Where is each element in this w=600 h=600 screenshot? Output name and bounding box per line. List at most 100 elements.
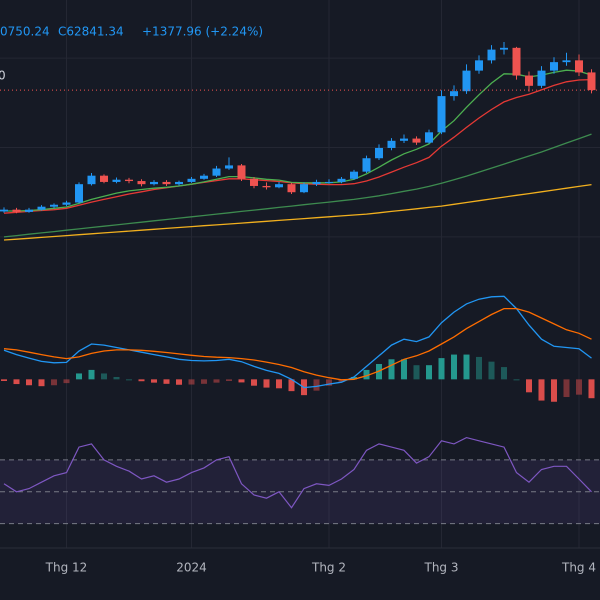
candle-body [25,209,33,212]
histogram-bar [388,359,395,380]
x-tick-label: Thg 3 [423,561,458,575]
histogram-bar [513,379,520,381]
histogram-bar [463,354,470,380]
histogram-bar [576,379,582,395]
x-tick-label: Thg 12 [45,561,88,575]
histogram-bar [488,361,495,380]
candle-body [300,184,308,193]
candle-body [337,178,346,182]
macd-line [3,307,592,381]
moving-average [3,78,592,214]
candle-body [537,70,546,86]
x-tick-label: Thg 4 [561,561,596,575]
candle-body [287,184,296,193]
histogram-bar [163,379,170,384]
candle-body [412,138,421,143]
candle-body [0,209,8,212]
candle-body [512,47,521,76]
candle-body [375,147,383,159]
histogram-bar [551,379,557,402]
histogram-bar [126,379,132,381]
histogram-bar [1,379,7,381]
candle-body [37,206,46,210]
histogram-bar [363,369,370,380]
histogram-bar [538,379,545,401]
histogram-bar [51,379,57,386]
histogram-bar [201,379,207,384]
candle-body [200,175,208,179]
histogram-bar [426,365,432,380]
histogram-bar [288,379,295,392]
candle-body [150,181,158,185]
histogram-bar [401,359,407,380]
histogram-bar [113,376,120,380]
candle-body [237,165,246,179]
candle-body [387,140,396,148]
candle-body [225,165,233,169]
histogram-bar [338,379,345,382]
histogram-bar [588,379,595,399]
histogram-bar [26,379,32,386]
candle-body [50,204,58,207]
histogram-bar [101,373,107,380]
candle-body [187,178,196,182]
histogram-bar [76,373,82,380]
candle-body [450,91,458,97]
candle-body [437,96,446,133]
candle-body [100,175,108,182]
histogram-bar [563,379,570,398]
candle-body [250,178,258,186]
candle-body [137,181,146,185]
candle-body [212,168,221,176]
candle-body [562,60,571,63]
histogram-bar [451,354,457,380]
candle-body [12,209,21,212]
moving-average [4,69,592,212]
histogram-bar [151,379,157,383]
candle-body [425,132,433,143]
candle-body [500,47,508,50]
candle-body [312,181,321,185]
candle-body [362,158,371,172]
candle-body [162,181,171,185]
candle-body [587,72,596,91]
ohlc-open: 0750.24 [0,25,50,39]
candle-body [575,60,583,73]
histogram-bar [238,379,245,383]
histogram-bar [438,358,445,380]
candle-body [462,70,471,92]
candle-body [275,184,283,188]
candle-body [62,202,71,205]
moving-average [3,183,592,241]
candle-body [325,181,333,183]
candle-body [475,60,483,71]
histogram-bar [326,379,332,386]
histogram-bar [263,379,270,388]
histogram-bar [38,379,45,387]
histogram-bar [188,379,195,385]
histogram-bar [501,367,507,380]
candle-body [525,75,533,86]
rsi-line [3,436,592,509]
candle-body [400,138,408,141]
candle-body [350,171,358,179]
histogram-bar [313,379,320,391]
ohlc-change: +1377.96 (+2.24%) [142,25,263,39]
candle-body [75,184,83,203]
histogram-bar [276,379,282,389]
histogram-bar [88,369,95,380]
histogram-bar [213,379,220,383]
histogram-bar [13,379,20,385]
histogram-bar [476,356,482,380]
macd-line [3,295,592,389]
candle-body [262,185,271,188]
moving-average [3,133,592,238]
x-tick-label: 2024 [176,561,207,575]
histogram-bar [351,376,357,380]
x-tick-label: Thg 2 [311,561,346,575]
ohlc-close: C62841.34 [58,25,124,39]
histogram-bar [226,379,232,381]
histogram-bar [138,379,145,382]
